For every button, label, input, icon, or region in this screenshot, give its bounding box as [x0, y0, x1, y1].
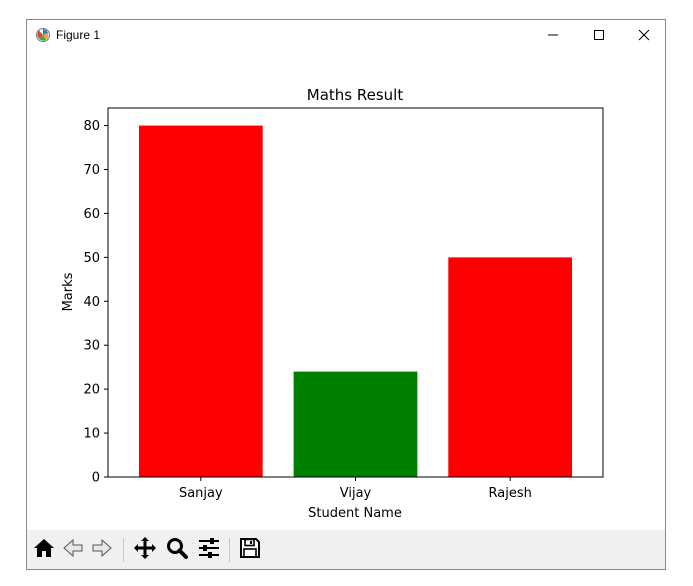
forward-button[interactable]: [88, 536, 116, 564]
y-tick-label: 60: [83, 207, 100, 222]
x-tick-label: Sanjay: [179, 486, 223, 501]
bars-group: [138, 125, 573, 478]
y-tick-label: 80: [83, 119, 100, 134]
y-axis-label: Marks: [61, 272, 76, 311]
bar-rajesh: [448, 257, 573, 477]
plot-frame: [107, 107, 604, 478]
minimize-icon: [547, 26, 559, 45]
toolbar-separator: [229, 538, 230, 562]
y-tick-label: 70: [83, 163, 100, 178]
matplotlib-icon: [35, 27, 51, 43]
bar-chart: Maths Result 0 10 20 30 40 50 60 70 80 Sanjay Vij…: [61, 86, 604, 521]
home-button[interactable]: [30, 536, 58, 564]
title-bar[interactable]: Figure 1: [27, 20, 665, 50]
minimize-button[interactable]: [530, 20, 576, 50]
x-axis-label: Student Name: [308, 506, 402, 521]
save-icon: [238, 536, 262, 564]
y-tick-label: 10: [83, 427, 100, 442]
back-arrow-icon: [61, 536, 85, 564]
home-icon: [32, 536, 56, 564]
move-icon: [133, 536, 157, 564]
bar-vijay: [293, 371, 418, 477]
close-icon: [638, 26, 650, 45]
y-tick-label: 30: [83, 339, 100, 354]
figure-canvas: Maths Result 0 10 20 30 40 50 60 70 80 Sanjay Vij…: [27, 50, 665, 530]
back-button[interactable]: [59, 536, 87, 564]
sliders-icon: [197, 536, 221, 564]
forward-arrow-icon: [90, 536, 114, 564]
y-tick-label: 0: [92, 471, 100, 486]
navigation-toolbar: [27, 530, 665, 569]
chart-title: Maths Result: [307, 86, 404, 104]
y-tick-label: 20: [83, 383, 100, 398]
pan-button[interactable]: [131, 536, 159, 564]
toolbar-separator: [123, 538, 124, 562]
x-tick-label: Vijay: [340, 486, 372, 501]
y-tick-label: 50: [83, 251, 100, 266]
y-tick-label: 40: [83, 295, 100, 310]
x-tick-label: Rajesh: [489, 486, 532, 501]
close-button[interactable]: [621, 20, 667, 50]
maximize-icon: [593, 26, 605, 45]
zoom-button[interactable]: [163, 536, 191, 564]
bar-sanjay: [138, 125, 263, 478]
configure-subplots-button[interactable]: [195, 536, 223, 564]
zoom-icon: [165, 536, 189, 564]
maximize-button[interactable]: [576, 20, 622, 50]
save-button[interactable]: [236, 536, 264, 564]
x-axis-ticks: Sanjay Vijay Rajesh: [179, 477, 532, 501]
y-axis-ticks: 0 10 20 30 40 50 60 70 80: [83, 119, 108, 486]
window-title: Figure 1: [56, 28, 101, 42]
figure-window: Figure 1 Maths Result 0 10 20 30 40 50 60 70 8: [26, 19, 666, 570]
